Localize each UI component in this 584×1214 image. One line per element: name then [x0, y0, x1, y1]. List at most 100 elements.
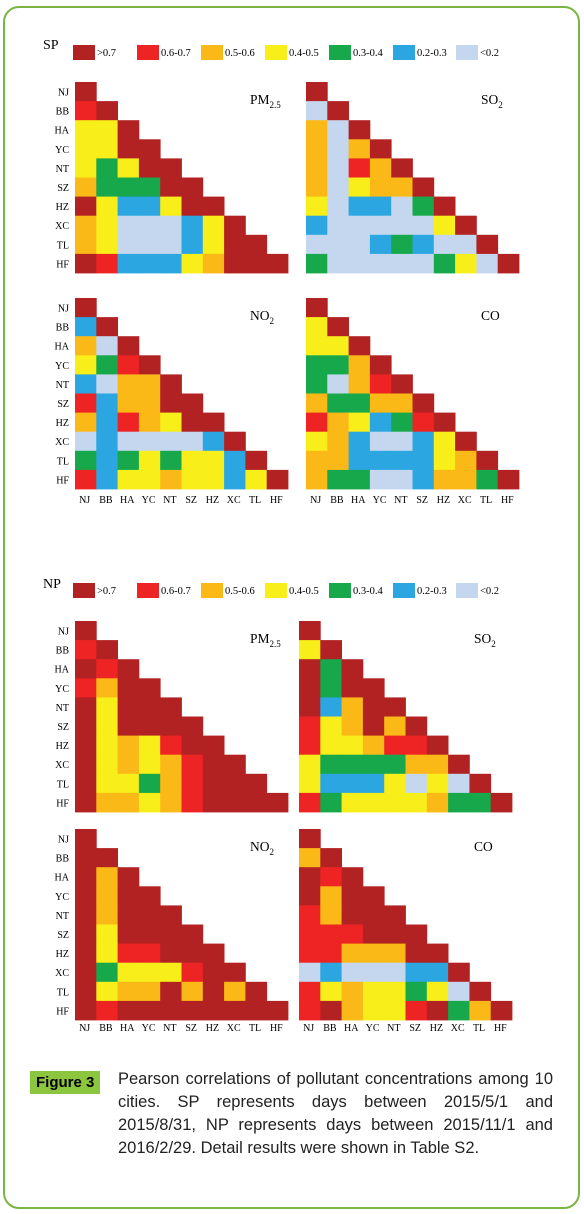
- row-label: YC: [55, 361, 69, 372]
- heatmap-cell: [160, 697, 182, 717]
- heatmap-cell: [138, 924, 161, 944]
- heatmap-cell: [320, 1000, 342, 1021]
- heatmap-cell: [306, 469, 328, 490]
- heatmap-cell: [299, 659, 321, 679]
- row-label: HZ: [56, 741, 69, 752]
- heatmap-cell: [96, 754, 118, 775]
- legend-label: 0.6-0.7: [161, 48, 191, 59]
- heatmap-cell: [405, 735, 428, 756]
- heatmap-cell: [224, 234, 246, 255]
- heatmap-cell: [327, 139, 349, 159]
- heatmap-cell: [224, 754, 246, 775]
- heatmap-cell: [75, 215, 97, 236]
- heatmap-cell: [306, 355, 328, 375]
- heatmap-cell: [341, 905, 364, 925]
- column-label: HF: [501, 495, 514, 506]
- heatmap-cell: [96, 412, 118, 433]
- heatmap-cell: [117, 215, 140, 236]
- heatmap-cell: [117, 924, 140, 944]
- row-label: BB: [56, 107, 70, 118]
- heatmap-cell: [306, 317, 328, 337]
- heatmap-cell: [160, 196, 182, 217]
- heatmap-cell: [306, 431, 328, 452]
- heatmap-cell: [320, 905, 342, 925]
- row-label: TL: [57, 779, 69, 790]
- heatmap-cell: [138, 962, 161, 983]
- column-label: BB: [330, 495, 344, 506]
- column-label: SZ: [185, 1023, 197, 1034]
- heatmap-cell: [75, 659, 97, 679]
- heatmap-cell: [245, 1000, 268, 1021]
- heatmap-cell: [75, 234, 97, 255]
- heatmap-cell: [299, 678, 321, 698]
- matrix-no2: NJ BB HA YC NT SZ HZ XC TL HF NO2 NJ BB HA YC NT SZ HZ XC T…: [55, 829, 289, 1034]
- heatmap-cell: [245, 981, 268, 1002]
- heatmap-cell: [75, 82, 97, 102]
- heatmap-cell: [384, 924, 406, 944]
- heatmap-cell: [455, 469, 477, 490]
- heatmap-cell: [405, 716, 428, 736]
- heatmap-cell: [391, 450, 413, 471]
- column-label: YC: [142, 1023, 156, 1034]
- legend-swatch: [329, 45, 351, 60]
- heatmap-cell: [384, 981, 406, 1002]
- heatmap-cell: [384, 1000, 406, 1021]
- heatmap-cell: [391, 234, 413, 255]
- heatmap-cell: [75, 829, 97, 849]
- heatmap-cell: [299, 697, 321, 717]
- matrix-title: NO2: [250, 308, 274, 326]
- heatmap-cell: [327, 196, 349, 217]
- heatmap-cell: [348, 412, 371, 433]
- heatmap-cell: [202, 450, 225, 471]
- heatmap-cell: [384, 716, 406, 736]
- heatmap-group-sp: SP >0.7 0.6-0.7 0.5-0.6 0.4-0.5 0.3-0.4 0.2-0.…: [43, 38, 520, 506]
- heatmap-cell: [391, 469, 413, 490]
- heatmap-cell: [369, 177, 392, 197]
- heatmap-cell: [202, 735, 225, 756]
- heatmap-cell: [306, 120, 328, 140]
- heatmap-cell: [181, 234, 204, 255]
- column-label: HZ: [437, 495, 450, 506]
- heatmap-cell: [75, 792, 97, 813]
- row-label: XC: [55, 221, 69, 232]
- heatmap-cell: [138, 886, 161, 906]
- heatmap-cell: [497, 253, 520, 274]
- heatmap-cell: [224, 253, 246, 274]
- heatmap-cell: [327, 215, 349, 236]
- heatmap-cell: [362, 735, 385, 756]
- matrix-title-subscript: 2: [491, 639, 496, 649]
- heatmap-cell: [224, 450, 246, 471]
- row-label: BB: [56, 323, 70, 334]
- heatmap-cell: [299, 981, 321, 1002]
- heatmap-cell: [448, 981, 470, 1002]
- heatmap-cell: [384, 697, 406, 717]
- heatmap-cell: [306, 412, 328, 433]
- row-label: BB: [56, 646, 70, 657]
- heatmap-cell: [348, 177, 371, 197]
- column-label: TL: [249, 495, 261, 506]
- heatmap-cell: [362, 754, 385, 775]
- heatmap-cell: [490, 1000, 513, 1021]
- row-label: NJ: [58, 627, 69, 638]
- heatmap-cell: [117, 196, 140, 217]
- heatmap-cell: [96, 640, 118, 660]
- heatmap-cell: [96, 431, 118, 452]
- heatmap-cell: [138, 905, 161, 925]
- heatmap-cell: [369, 469, 392, 490]
- heatmap-cell: [405, 981, 428, 1002]
- heatmap-cell: [405, 943, 428, 964]
- panel-title: SP: [43, 38, 59, 53]
- heatmap-cell: [320, 943, 342, 964]
- heatmap-cell: [426, 1000, 449, 1021]
- legend-label: 0.2-0.3: [417, 586, 447, 597]
- heatmap-cell: [75, 469, 97, 490]
- heatmap-cell: [306, 234, 328, 255]
- heatmap-cell: [327, 120, 349, 140]
- heatmap-cell: [362, 697, 385, 717]
- heatmap-cell: [160, 177, 182, 197]
- column-label: BB: [99, 1023, 113, 1034]
- heatmap-cell: [362, 886, 385, 906]
- heatmap-cell: [75, 621, 97, 641]
- heatmap-cell: [117, 469, 140, 490]
- heatmap-cell: [160, 716, 182, 736]
